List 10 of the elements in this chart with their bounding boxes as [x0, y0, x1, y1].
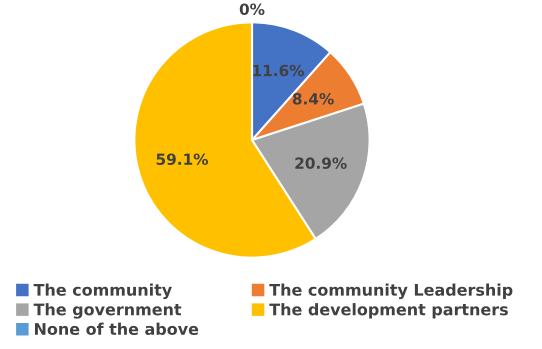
text: 0% — [240, 3, 264, 16]
legend-label: None of the above — [35, 322, 198, 336]
data-label: 8.4% — [292, 93, 334, 105]
legend-label: The government — [34, 303, 182, 319]
data-label: 11.6% — [253, 64, 304, 76]
legend-label: The development partners — [269, 303, 508, 319]
data-label: 20.9% — [295, 157, 347, 169]
legend-label: The community — [34, 284, 172, 300]
legend-label: The community Leadership — [269, 284, 512, 300]
data-label: 59.1% — [156, 153, 208, 166]
